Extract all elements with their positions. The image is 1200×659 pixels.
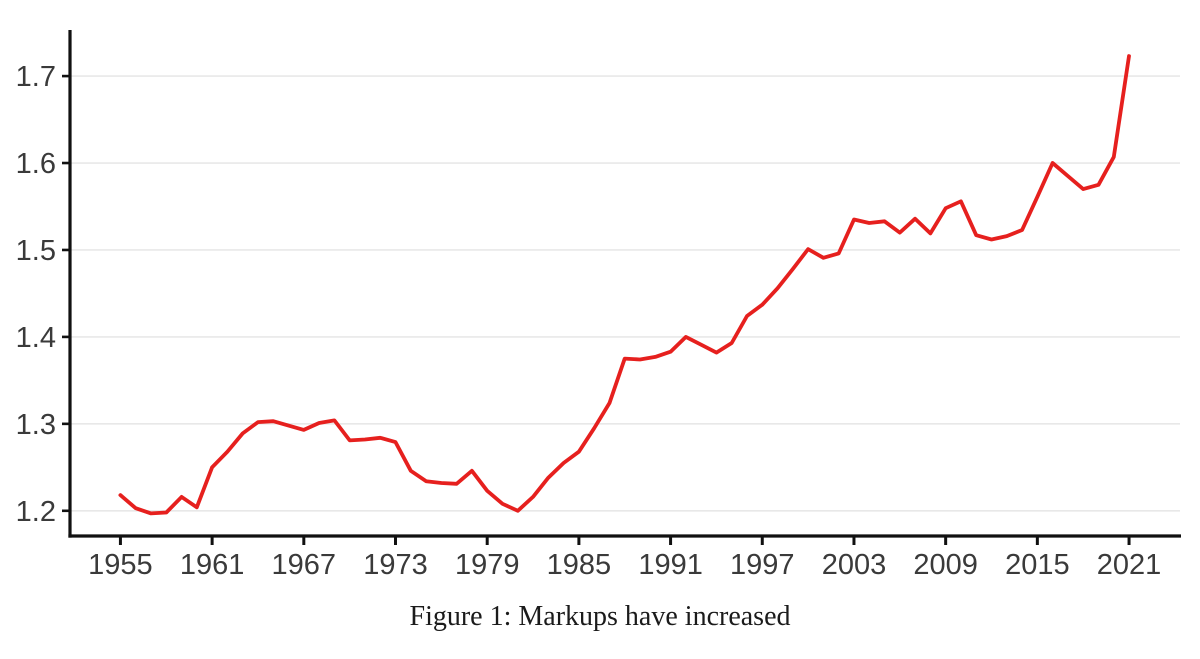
y-tick-label: 1.5 (16, 235, 56, 267)
x-tick-label: 1955 (88, 549, 153, 581)
markup-series-line (118, 54, 1131, 516)
x-tick-label: 1979 (455, 549, 520, 581)
x-tick-label: 2009 (913, 549, 978, 581)
x-tick-label: 1985 (547, 549, 612, 581)
x-tick-label: 1997 (730, 549, 795, 581)
chart-canvas: 1.2 1.3 1.4 1.5 1.6 1.7 1955 1961 1967 1973 1979 19… (16, 30, 1181, 581)
y-tick-label: 1.6 (16, 148, 56, 180)
x-tick-label: 2003 (822, 549, 887, 581)
figure-caption: Figure 1: Markups have increased (409, 601, 791, 632)
x-tick-label: 1973 (363, 549, 428, 581)
x-tick-label: 2015 (1005, 549, 1070, 581)
x-tick-label: 1961 (180, 549, 245, 581)
x-tick-label: 1991 (638, 549, 703, 581)
y-tick-label: 1.3 (16, 409, 56, 441)
x-tick-label: 2021 (1097, 549, 1162, 581)
x-tick-label: 1967 (272, 549, 337, 581)
y-tick-label: 1.4 (16, 322, 56, 354)
y-tick-label: 1.2 (16, 496, 56, 528)
y-tick-label: 1.7 (16, 61, 56, 93)
markups-line-chart: 1.2 1.3 1.4 1.5 1.6 1.7 1955 1961 1967 1973 1979 19… (16, 30, 1181, 581)
